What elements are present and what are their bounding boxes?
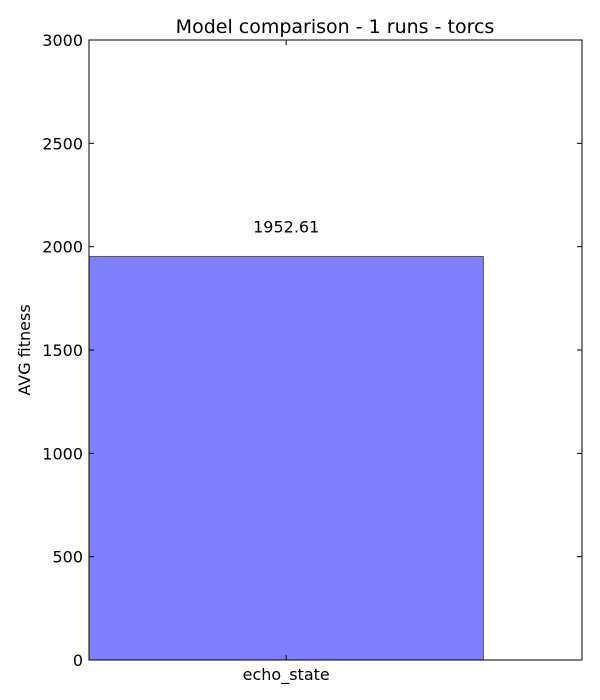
y-tick-label: 0 xyxy=(73,651,83,670)
bar-value-label: 1952.61 xyxy=(253,217,319,236)
x-tick-label: echo_state xyxy=(243,665,330,685)
y-tick-label: 500 xyxy=(52,548,83,567)
y-ticks-group: 0 500 1000 1500 2000 2500 3000 xyxy=(42,31,582,670)
bar xyxy=(88,255,484,661)
y-tick-label: 2500 xyxy=(42,134,83,153)
plot-frame xyxy=(88,39,583,661)
y-axis-label: AVG fitness xyxy=(15,304,34,395)
bars-group: 1952.61 xyxy=(88,217,484,661)
chart-title: Model comparison - 1 runs - torcs xyxy=(176,16,495,38)
y-tick-label: 2000 xyxy=(42,238,83,257)
y-tick-label: 3000 xyxy=(42,31,83,50)
x-ticks-group: echo_state xyxy=(243,40,330,685)
y-tick-label: 1000 xyxy=(42,444,83,463)
y-tick-label: 1500 xyxy=(42,341,83,360)
